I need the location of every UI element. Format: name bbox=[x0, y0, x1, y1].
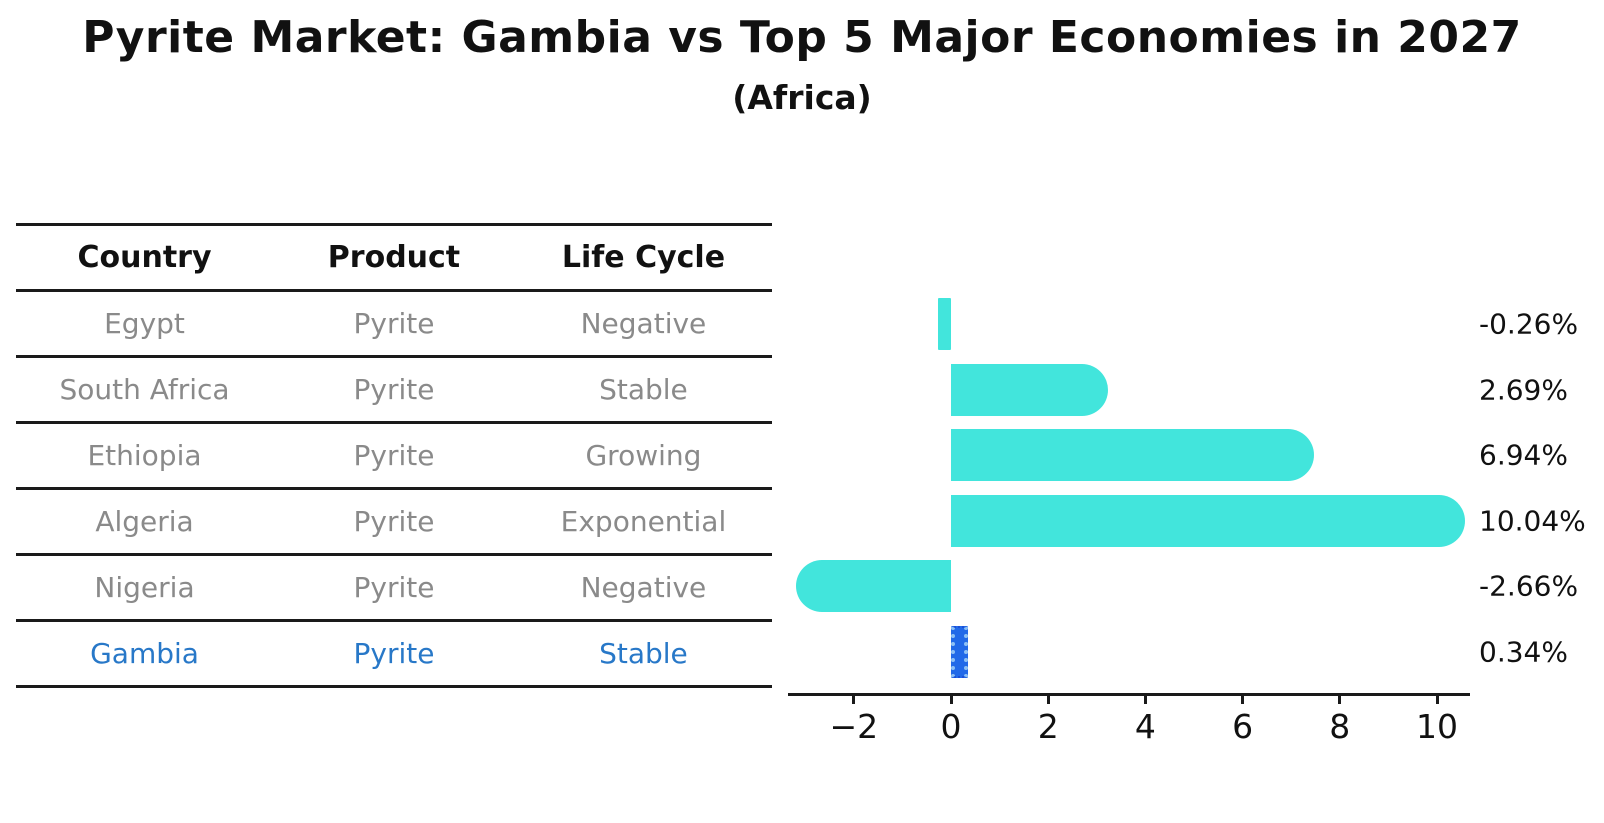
bar-gambia bbox=[951, 626, 968, 678]
table-row-south-africa: South Africa Pyrite Stable bbox=[16, 358, 772, 424]
x-tick-10 bbox=[1435, 693, 1439, 704]
value-label-egypt: -0.26% bbox=[1479, 307, 1579, 341]
value-label-south-africa: 2.69% bbox=[1479, 373, 1568, 407]
cell-country: Ethiopia bbox=[87, 439, 202, 472]
x-tick-8 bbox=[1338, 693, 1342, 704]
cell-product: Pyrite bbox=[353, 439, 435, 472]
x-tick-0 bbox=[949, 693, 953, 704]
x-axis-line bbox=[788, 693, 1470, 696]
x-tick-label-10: 10 bbox=[1416, 707, 1458, 746]
header-product: Product bbox=[327, 240, 461, 275]
table-row-ethiopia: Ethiopia Pyrite Growing bbox=[16, 424, 772, 490]
cell-country: Algeria bbox=[95, 505, 194, 538]
table-header-row: Country Product Life Cycle bbox=[16, 226, 772, 292]
bar-south-africa bbox=[951, 363, 1108, 416]
table-row-nigeria: Nigeria Pyrite Negative bbox=[16, 556, 772, 622]
cell-product: Pyrite bbox=[353, 637, 435, 670]
cell-life-cycle: Growing bbox=[585, 439, 702, 472]
bar-egypt bbox=[938, 298, 951, 350]
x-tick-label-6: 6 bbox=[1232, 707, 1254, 746]
table-row-algeria: Algeria Pyrite Exponential bbox=[16, 490, 772, 556]
cell-product: Pyrite bbox=[353, 373, 435, 406]
x-tick--2 bbox=[852, 693, 856, 704]
table-body: Egypt Pyrite Negative South Africa Pyrite Sta… bbox=[16, 292, 772, 688]
x-tick-label-2: 2 bbox=[1037, 707, 1059, 746]
cell-life-cycle: Stable bbox=[599, 637, 688, 670]
header-country: Country bbox=[77, 240, 212, 275]
cell-life-cycle: Exponential bbox=[560, 505, 727, 538]
table-row-egypt: Egypt Pyrite Negative bbox=[16, 292, 772, 358]
country-table: Country Product Life Cycle Egypt Pyrite Ne… bbox=[16, 223, 772, 688]
x-tick-6 bbox=[1241, 693, 1245, 704]
cell-country: Egypt bbox=[104, 307, 185, 340]
bar-algeria bbox=[951, 494, 1465, 547]
x-tick-label--2: −2 bbox=[829, 707, 879, 746]
x-tick-label-0: 0 bbox=[940, 707, 962, 746]
cell-life-cycle: Negative bbox=[580, 307, 707, 340]
cell-product: Pyrite bbox=[353, 505, 435, 538]
bar-ethiopia bbox=[951, 429, 1315, 482]
bar-nigeria bbox=[795, 560, 951, 613]
cell-product: Pyrite bbox=[353, 571, 435, 604]
cell-life-cycle: Negative bbox=[580, 571, 707, 604]
x-tick-4 bbox=[1143, 693, 1147, 704]
cell-country: Gambia bbox=[90, 637, 199, 670]
header-life-cycle: Life Cycle bbox=[561, 240, 726, 275]
x-tick-2 bbox=[1046, 693, 1050, 704]
x-tick-label-4: 4 bbox=[1134, 707, 1156, 746]
chart-subtitle: (Africa) bbox=[732, 78, 872, 117]
value-label-gambia: 0.34% bbox=[1479, 635, 1568, 669]
cell-country: Nigeria bbox=[94, 571, 195, 604]
cell-product: Pyrite bbox=[353, 307, 435, 340]
cell-country: South Africa bbox=[59, 373, 230, 406]
chart-title: Pyrite Market: Gambia vs Top 5 Major Eco… bbox=[82, 12, 1522, 63]
cell-life-cycle: Stable bbox=[599, 373, 688, 406]
table-row-gambia: Gambia Pyrite Stable bbox=[16, 622, 772, 688]
x-tick-label-8: 8 bbox=[1329, 707, 1351, 746]
value-label-ethiopia: 6.94% bbox=[1479, 438, 1568, 472]
value-label-nigeria: -2.66% bbox=[1479, 569, 1579, 603]
value-label-algeria: 10.04% bbox=[1479, 504, 1586, 538]
